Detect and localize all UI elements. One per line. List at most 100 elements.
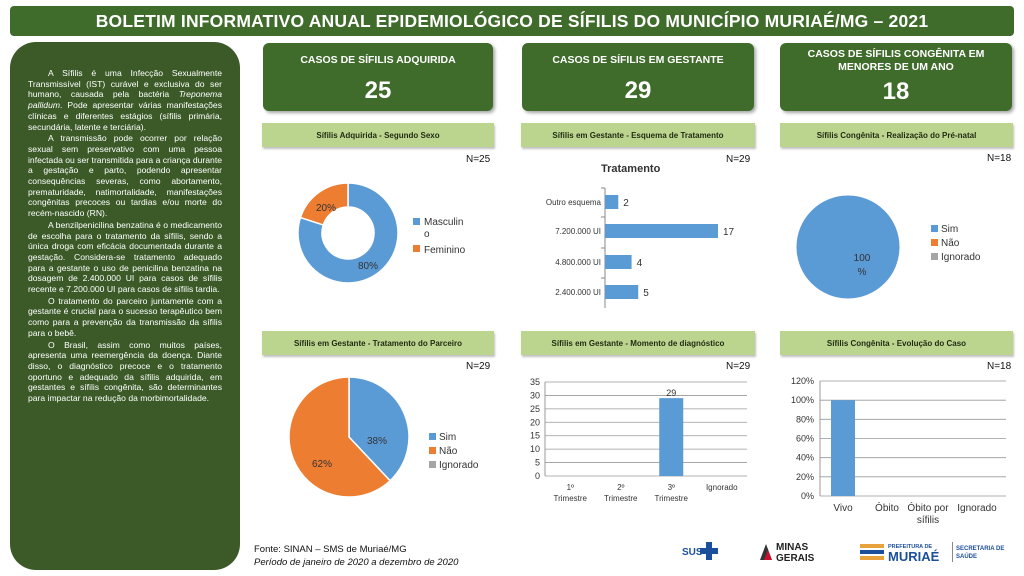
category-label: 1º Trimestre — [554, 483, 588, 503]
legend-swatch — [931, 225, 938, 232]
prefeitura-text: PREFEITURA DE — [888, 544, 932, 550]
legend-label: Feminino — [424, 245, 466, 256]
bar — [605, 285, 639, 299]
category-label: Óbito por sífilis — [907, 501, 949, 526]
stat-label: CASOS DE SÍFILIS EM GESTANTE — [552, 54, 724, 66]
intro-paragraph: A transmissão pode ocorrer por relação s… — [28, 133, 222, 219]
chart-header-parceiro: Sífilis em Gestante - Tratamento do Parc… — [262, 331, 494, 355]
data-label: 62% — [312, 459, 332, 470]
stat-label: CASOS DE SÍFILIS CONGÊNITA EM MENORES DE… — [807, 48, 985, 73]
bar — [659, 398, 684, 476]
intro-text: A Sífilis é uma Infecção Sexualmente Tra… — [28, 68, 222, 405]
bar — [605, 255, 632, 269]
chart-header-esquema: Sífilis em Gestante - Esquema de Tratame… — [521, 123, 755, 147]
data-label: 2 — [623, 198, 629, 209]
legend-label: Sim — [941, 224, 958, 235]
data-label: 4 — [637, 258, 643, 269]
chart-sexo: 80% 20% Masculin o Feminino — [297, 182, 466, 284]
data-label: 5 — [643, 288, 649, 299]
tick-label: 15 — [530, 431, 540, 441]
minas-gerais-logo: MINAS GERAIS — [760, 542, 815, 564]
chart-header-diagnostico: Sífilis em Gestante - Momento de diagnós… — [521, 331, 755, 355]
stat-label: CASOS DE SÍFILIS ADQUIRIDA — [300, 54, 456, 66]
tick-label: 25 — [530, 404, 540, 414]
category-label: Vivo — [833, 503, 853, 514]
pie-slice — [795, 194, 901, 300]
stripe — [860, 550, 884, 554]
legend-swatch — [429, 433, 436, 440]
species-name: Treponema pallidum — [28, 89, 222, 111]
logo-strip: SUS MINAS GERAIS PREFEITURA DE MURIAÉ SE… — [682, 542, 1004, 564]
minas-text: MINAS — [776, 542, 809, 553]
stat-value: 18 — [882, 78, 910, 105]
n-label: N=29 — [726, 154, 751, 165]
n-label: N=29 — [466, 361, 491, 372]
legend-swatch — [429, 447, 436, 454]
data-label: 100 — [854, 253, 871, 264]
tick-label: 0 — [535, 471, 540, 481]
pie-slice — [299, 182, 349, 226]
stat-value: 25 — [364, 77, 392, 104]
chart-header-evolucao: Sífilis Congênita - Evolução do Caso — [780, 331, 1013, 355]
data-label: 38% — [367, 436, 387, 447]
n-label: N=29 — [726, 361, 751, 372]
tick-label: 35 — [530, 377, 540, 387]
stat-card-adquirida: CASOS DE SÍFILIS ADQUIRIDA 25 — [263, 43, 493, 111]
tick-label: 5 — [535, 458, 540, 468]
bar — [831, 400, 855, 496]
sus-logo: SUS — [682, 542, 718, 560]
legend-label: Ignorado — [439, 460, 479, 471]
chart-header-prenatal: Sífilis Congênita - Realização do Pré-na… — [780, 123, 1013, 147]
tick-label: 80% — [796, 414, 814, 424]
chart-inner-title: Tratamento — [601, 163, 661, 175]
legend-label: Não — [439, 446, 458, 457]
source-text: Fonte: SINAN – SMS de Muriaé/MG — [254, 544, 407, 555]
period-text: Período de janeiro de 2020 a dezembro de… — [254, 557, 459, 568]
prefeitura-muriae-logo: PREFEITURA DE MURIAÉ SECRETARIA DE SAÚDE — [860, 542, 1004, 564]
bar — [605, 224, 718, 238]
n-label: N=25 — [466, 154, 491, 165]
data-label: 29 — [666, 388, 676, 398]
intro-panel — [10, 42, 240, 570]
chart-parceiro: 38% 62% Sim Não Ignorado — [288, 376, 479, 498]
chart-header-sexo: Sífilis Adquirida - Segundo Sexo — [262, 123, 494, 147]
footer-source: Fonte: SINAN – SMS de Muriaé/MG Período … — [254, 543, 458, 569]
legend-label: Ignorado — [941, 252, 981, 263]
muriae-text: MURIAÉ — [888, 549, 940, 564]
category-label: 2º Trimestre — [604, 483, 638, 503]
chart-prenatal: 100% Sim Não Ignorado — [795, 194, 981, 300]
stat-card-gestante: CASOS DE SÍFILIS EM GESTANTE 29 — [522, 43, 754, 111]
category-label: 7.200.000 UI — [555, 227, 601, 236]
category-label: 4.800.000 UI — [555, 258, 601, 267]
tick-label: 120% — [791, 376, 814, 386]
legend-label: Sim — [439, 432, 456, 443]
stat-card-congenita: CASOS DE SÍFILIS CONGÊNITA EM MENORES DE… — [780, 43, 1012, 111]
tick-label: 10 — [530, 444, 540, 454]
tick-label: 20% — [796, 472, 814, 482]
legend-label: Não — [941, 238, 960, 249]
chart-esquema: Tratamento Outro esquema 2 7.200.000 UI 17 4.… — [546, 163, 735, 308]
legend-swatch — [429, 461, 436, 468]
pie-slice — [288, 376, 392, 498]
saude-text: SAÚDE — [956, 553, 977, 560]
tick-label: 30 — [530, 390, 540, 400]
legend-swatch — [931, 239, 938, 246]
pie-slice — [297, 182, 399, 284]
legend-swatch — [413, 245, 420, 252]
stripe — [860, 556, 884, 560]
intro-paragraph: O Brasil, assim como muitos países, apre… — [28, 339, 222, 404]
tick-label: 100% — [791, 395, 814, 405]
minas-triangle-red — [764, 550, 772, 560]
tick-label: 40% — [796, 453, 814, 463]
category-label: 2.400.000 UI — [555, 288, 601, 297]
stat-value: 29 — [624, 77, 652, 104]
secretaria-text: SECRETARIA DE — [956, 546, 1004, 552]
sus-logo-text: SUS — [682, 547, 703, 558]
data-label: 17 — [723, 227, 735, 238]
tick-label: 60% — [796, 434, 814, 444]
chart-evolucao: 0% 20% 40% 60% 80% 100% 120% Vivo Óbito Óbito por… — [791, 376, 1006, 526]
category-label: Óbito — [875, 501, 899, 514]
pie-slice — [348, 376, 410, 482]
category-label: Ignorado — [957, 503, 997, 514]
intro-paragraph: A benzilpenicilina benzatina é o medicam… — [28, 219, 222, 295]
